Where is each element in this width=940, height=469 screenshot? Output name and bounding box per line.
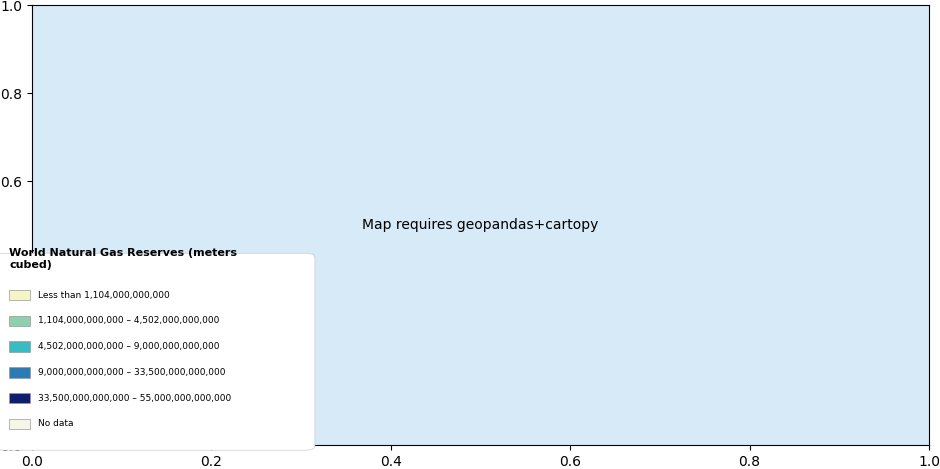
Text: 33,500,000,000,000 – 55,000,000,000,000: 33,500,000,000,000 – 55,000,000,000,000 (38, 393, 231, 403)
Text: Less than 1,104,000,000,000: Less than 1,104,000,000,000 (38, 290, 169, 300)
Text: 1,104,000,000,000 – 4,502,000,000,000: 1,104,000,000,000 – 4,502,000,000,000 (38, 316, 219, 325)
Text: 9,000,000,000,000 – 33,500,000,000,000: 9,000,000,000,000 – 33,500,000,000,000 (38, 368, 225, 377)
Text: 4,502,000,000,000 – 9,000,000,000,000: 4,502,000,000,000 – 9,000,000,000,000 (38, 342, 219, 351)
Text: World Natural Gas Reserves (meters
cubed): World Natural Gas Reserves (meters cubed… (9, 248, 238, 270)
Text: Map requires geopandas+cartopy: Map requires geopandas+cartopy (362, 219, 599, 232)
Text: No data: No data (38, 419, 73, 429)
